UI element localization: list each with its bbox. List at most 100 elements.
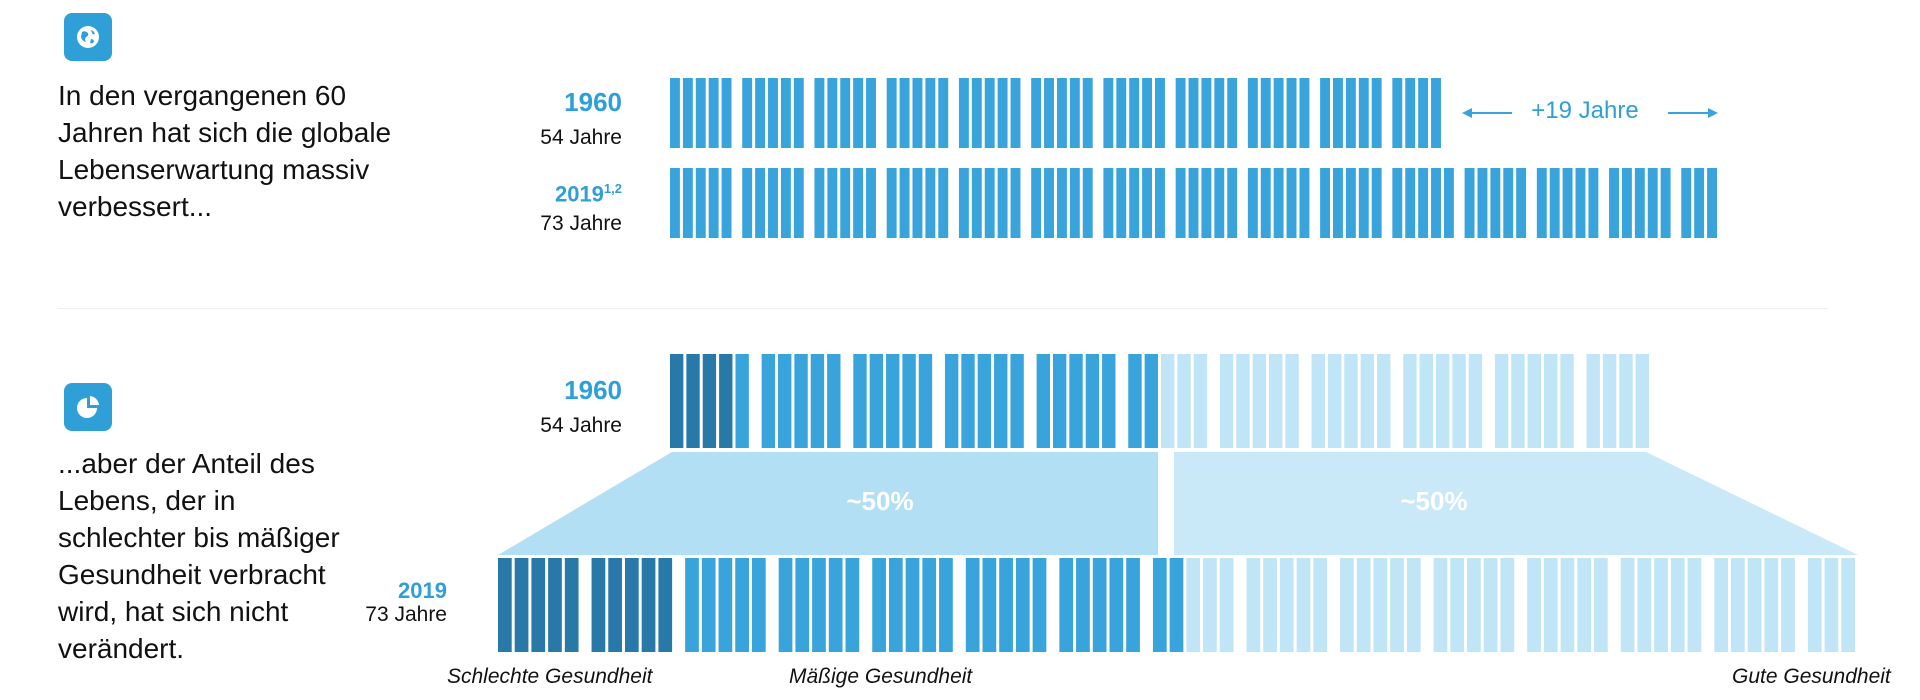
bar-1960-top-block: [682, 78, 693, 148]
bar-1960-bottom-block: [670, 354, 684, 448]
bar-2019-top-block: [695, 168, 706, 238]
bar-1960-bottom-block: [1252, 354, 1267, 448]
bar-1960-top-block: [1044, 78, 1054, 148]
bar-1960-top-block: [997, 78, 1008, 148]
bar-1960-top-block: [866, 78, 876, 148]
share-trapezoid-right: [1174, 452, 1858, 555]
bar-2019-top-block: [1214, 168, 1225, 238]
bar-2019-top-block: [755, 168, 766, 238]
bar-2019-top-block: [886, 168, 897, 238]
bar-1960-top-block: [1214, 78, 1225, 148]
bar-1960-top-block: [1260, 78, 1271, 148]
bar-2019-bottom-block: [1279, 558, 1294, 652]
bar-2019-top-block: [1227, 168, 1238, 238]
bar-2019-bottom-block: [1807, 558, 1822, 652]
bar-2019-top-block: [984, 168, 995, 238]
bar-1960-bottom-block: [1543, 354, 1558, 448]
bar-1960-top-block: [1247, 78, 1258, 148]
section-divider: [58, 308, 1828, 309]
bar-1960-bottom-block: [1560, 354, 1574, 448]
bar-2019-top-block: [1201, 168, 1212, 238]
bar-1960-top-block: [1227, 78, 1238, 148]
bar-2019-top-block: [925, 168, 936, 238]
bar-2019-bottom-block: [922, 558, 937, 652]
bar-2019-top-block: [780, 168, 791, 238]
bar-1960-top-block: [840, 78, 851, 148]
share-label-left: ~50%: [846, 486, 913, 516]
bar-1960-bottom-block: [1161, 354, 1175, 448]
age-label-1960-top: 54 Jahre: [540, 126, 622, 149]
bar-2019-bottom-block: [1152, 558, 1167, 652]
bar-2019-top-block: [1621, 168, 1632, 238]
bar-1960-top-block: [1142, 78, 1153, 148]
bar-2019-bottom-block: [1781, 558, 1795, 652]
bar-2019-bottom-block: [1373, 558, 1388, 652]
bar-2019-bottom-block: [999, 558, 1013, 652]
legend-moderate-health: Mäßige Gesundheit: [789, 665, 973, 688]
bar-2019-top-block: [1247, 168, 1258, 238]
bar-1960-top-block: [793, 78, 804, 148]
bar-1960-top-block: [1010, 78, 1021, 148]
legend-poor-health: Schlechte Gesundheit: [447, 665, 653, 688]
bar-1960-top-block: [1069, 78, 1080, 148]
bar-1960-bottom-block: [778, 354, 792, 448]
gain-label: +19 Jahre: [1531, 97, 1639, 124]
bar-2019-top-block: [1431, 168, 1441, 238]
bar-2019-bottom-block: [828, 558, 843, 652]
share-label-right: ~50%: [1400, 486, 1467, 516]
bar-1960-bottom-block: [1236, 354, 1250, 448]
bar-2019-top-block: [1175, 168, 1186, 238]
bar-1960-top-block: [1056, 78, 1067, 148]
bar-2019-top-block: [1155, 168, 1165, 238]
bar-1960-bottom-block: [810, 354, 825, 448]
bar-2019-top-block: [1333, 168, 1343, 238]
bar-2019-top-block: [1443, 168, 1454, 238]
bar-1960-top-block: [695, 78, 706, 148]
bar-2019-bottom-block: [982, 558, 997, 652]
bar-2019-top-block: [1503, 168, 1514, 238]
bar-2019-top-block: [853, 168, 864, 238]
bar-2019-bottom-block: [1731, 558, 1745, 652]
bar-2019-bottom-block: [1186, 558, 1201, 652]
bar-2019-bottom-block: [1406, 558, 1421, 652]
bar-1960-bottom-block: [1452, 354, 1466, 448]
bar-1960-bottom-block: [1269, 354, 1283, 448]
bar-2019-bottom-block: [1714, 558, 1729, 652]
bar-1960-bottom-block: [1360, 354, 1375, 448]
bar-1960-bottom-block: [918, 354, 933, 448]
bar-2019-bottom-block: [1543, 558, 1558, 652]
bar-2019-top-block: [1044, 168, 1054, 238]
bar-2019-bottom-block: [531, 558, 546, 652]
bar-2019-top-block: [1536, 168, 1547, 238]
bar-2019-top-block: [827, 168, 838, 238]
bar-1960-bottom-block: [1403, 354, 1417, 448]
bar-2019-bottom-block: [514, 558, 529, 652]
bar-1960-top-block: [912, 78, 923, 148]
bar-1960-bottom-block: [827, 354, 841, 448]
bar-2019-top-block: [1320, 168, 1331, 238]
bar-2019-bottom-block: [701, 558, 716, 652]
bar-2019-top-block: [1142, 168, 1153, 238]
bar-2019-top-block: [1609, 168, 1619, 238]
age-label-2019-top: 73 Jahre: [540, 212, 622, 235]
bar-2019-bottom-block: [1203, 558, 1217, 652]
pie-chart-icon: [64, 383, 112, 431]
arrow-right-head: [1708, 108, 1718, 118]
bar-2019-bottom-block: [888, 558, 903, 652]
bar-1960-top-block: [1405, 78, 1416, 148]
year-label-1960-top: 1960: [564, 87, 622, 117]
bar-2019-bottom-block: [1764, 558, 1779, 652]
age-label-2019-bottom: 73 Jahre: [365, 603, 447, 626]
bar-2019-top-block: [1345, 168, 1356, 238]
bar-1960-top-block: [1358, 78, 1369, 148]
bar-1960-bottom-block: [869, 354, 884, 448]
bar-2019-bottom-block: [718, 558, 733, 652]
bar-2019-top-block: [866, 168, 876, 238]
year-label-2019-bottom: 2019: [398, 578, 447, 603]
bar-1960-bottom-block: [1344, 354, 1358, 448]
bar-2019-bottom-block: [845, 558, 860, 652]
bar-2019-bottom-block: [1500, 558, 1515, 652]
bar-2019-bottom-block: [624, 558, 639, 652]
bar-1960-bottom-block: [886, 354, 900, 448]
